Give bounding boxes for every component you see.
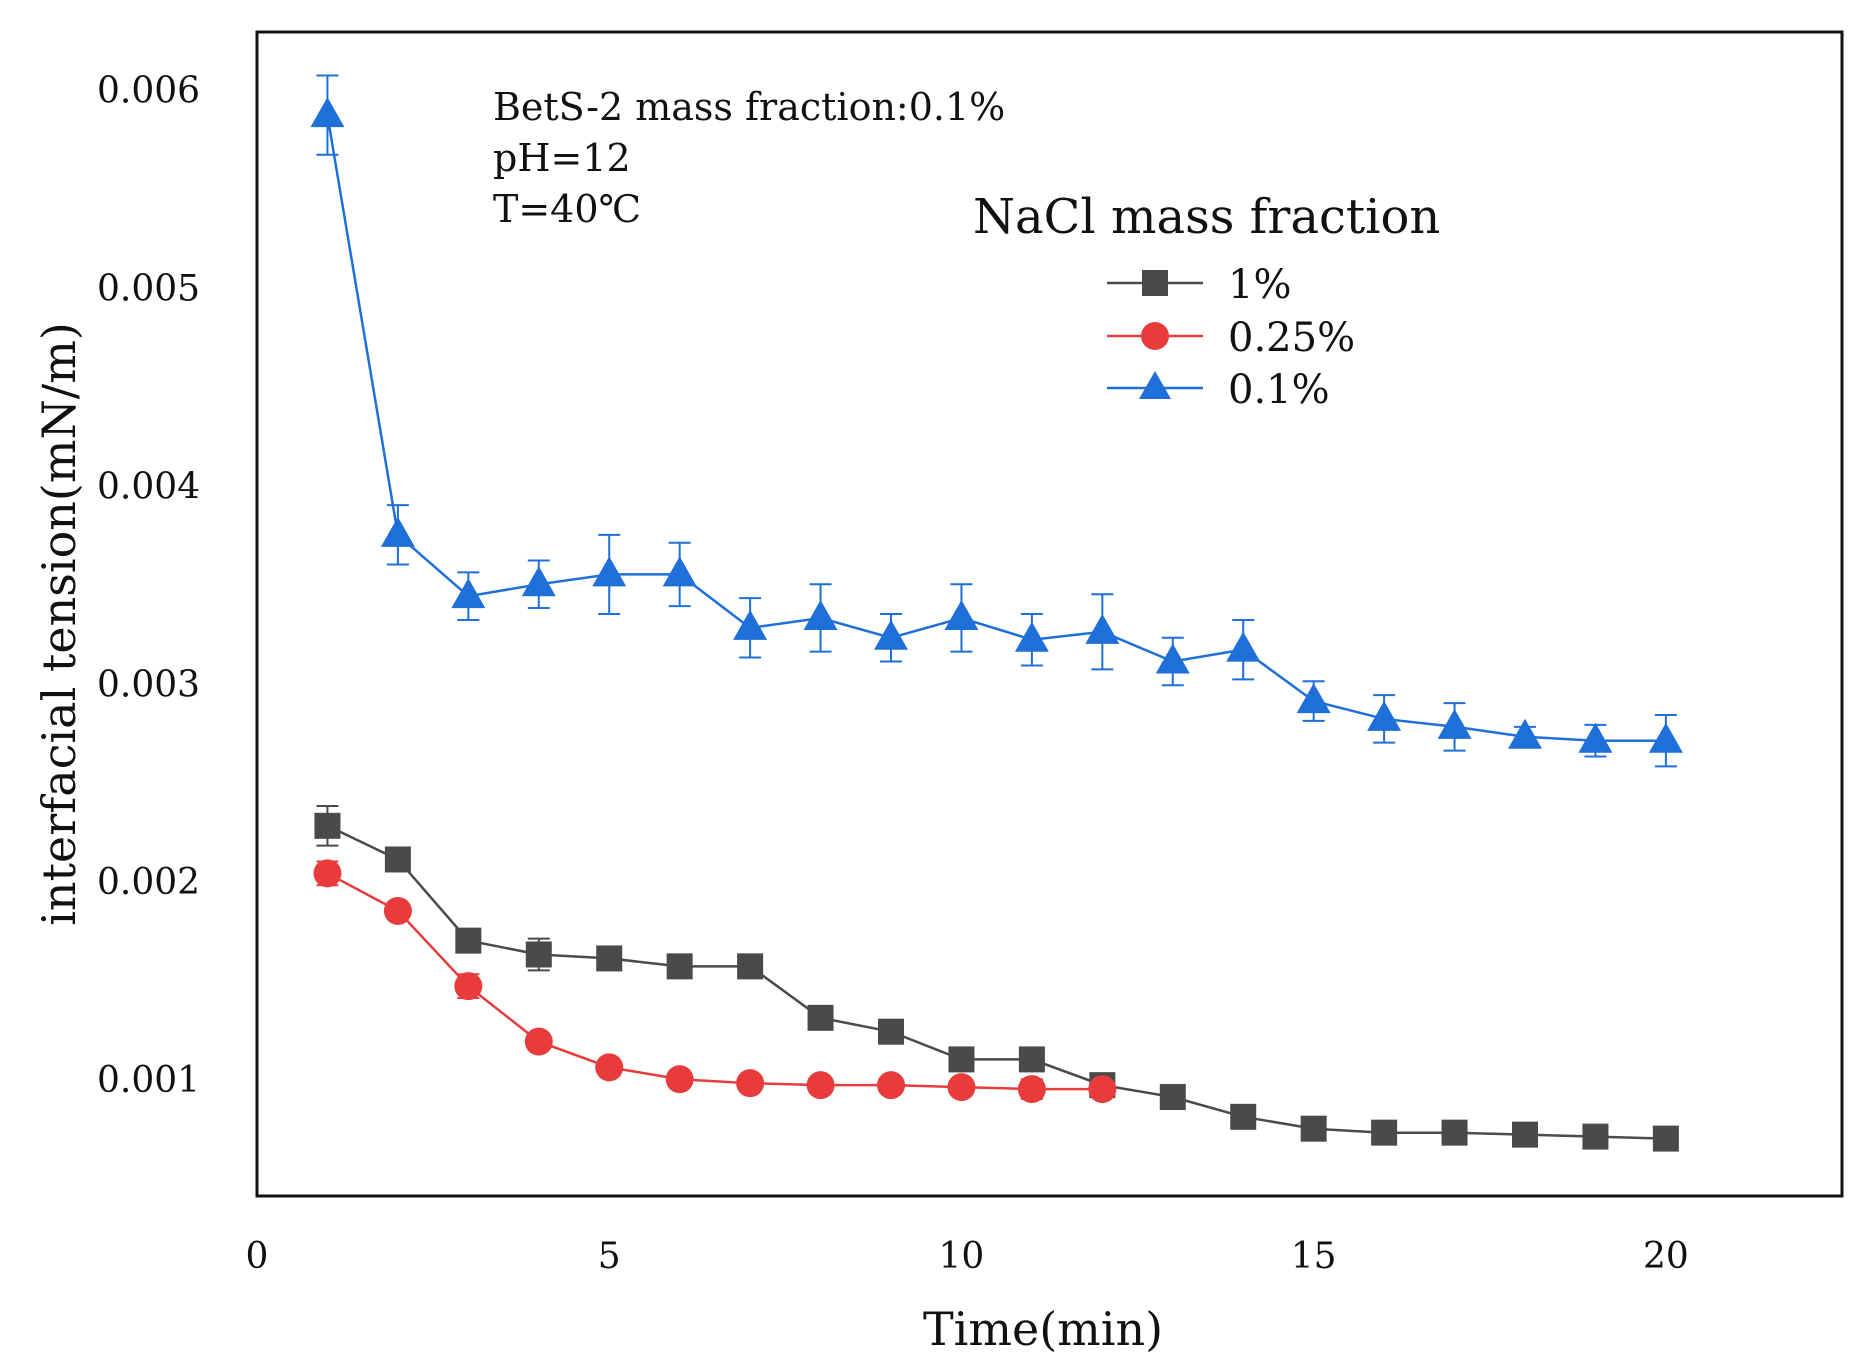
data-point xyxy=(384,846,411,873)
x-axis-title: Time(min) xyxy=(923,1302,1163,1356)
data-point xyxy=(1226,631,1261,662)
data-point xyxy=(313,859,342,888)
data-point xyxy=(1371,1119,1398,1146)
data-point xyxy=(451,578,486,609)
y-tick-label: 0.003 xyxy=(97,664,200,705)
data-point xyxy=(947,1073,976,1102)
legend-label-025pct: 0.25% xyxy=(1228,315,1355,361)
data-point xyxy=(592,556,627,587)
data-point xyxy=(666,953,693,980)
data-point xyxy=(1017,1075,1046,1104)
legend-marker-025pct xyxy=(1141,322,1169,350)
data-point xyxy=(1159,1084,1186,1111)
data-point xyxy=(807,1004,834,1031)
data-point xyxy=(662,556,697,587)
legend-marker-1pct xyxy=(1142,270,1168,296)
data-point xyxy=(1296,683,1331,714)
data-point xyxy=(1648,722,1683,753)
annotation-temperature: T=40℃ xyxy=(493,187,641,231)
legend-marker-01pct xyxy=(1139,371,1171,399)
data-point xyxy=(1088,1075,1117,1104)
y-tick-label: 0.004 xyxy=(97,466,200,507)
data-point xyxy=(1367,700,1402,731)
legend-label-01pct: 0.1% xyxy=(1228,367,1330,413)
data-point xyxy=(521,566,556,597)
data-point xyxy=(1652,1125,1679,1152)
data-point xyxy=(1582,1123,1609,1150)
data-point xyxy=(665,1065,694,1094)
x-tick-label: 5 xyxy=(598,1236,621,1277)
x-axis: 0 5 10 15 20 xyxy=(246,1236,1689,1277)
legend: NaCl mass fraction 1% 0.25% 0.1% xyxy=(973,189,1440,413)
y-tick-label: 0.001 xyxy=(97,1060,200,1101)
data-point xyxy=(944,599,979,630)
data-point xyxy=(736,1069,765,1098)
x-tick-label: 20 xyxy=(1643,1236,1689,1277)
y-tick-label: 0.006 xyxy=(97,70,200,111)
data-point xyxy=(383,896,412,925)
data-point xyxy=(948,1046,975,1073)
data-point xyxy=(595,1053,624,1082)
data-point xyxy=(803,599,838,630)
data-point xyxy=(806,1071,835,1100)
data-point xyxy=(1508,718,1542,749)
annotation-ph: pH=12 xyxy=(493,136,631,180)
data-point xyxy=(1578,722,1613,753)
data-point xyxy=(1230,1103,1257,1130)
data-point xyxy=(310,97,345,128)
data-point xyxy=(1300,1115,1327,1142)
data-point xyxy=(525,941,552,968)
annotation-surfactant: BetS-2 mass fraction:0.1% xyxy=(493,85,1005,129)
series-025pct xyxy=(313,859,1117,1104)
data-point xyxy=(733,609,768,640)
data-point xyxy=(524,1027,553,1056)
data-point xyxy=(455,927,482,954)
data-point xyxy=(596,945,623,972)
data-point xyxy=(1441,1119,1468,1146)
data-point xyxy=(1155,643,1190,674)
y-axis: 0.001 0.002 0.003 0.004 0.005 0.006 xyxy=(97,70,200,1101)
x-tick-label: 15 xyxy=(1291,1236,1337,1277)
series-1pct xyxy=(314,805,1679,1152)
data-point xyxy=(877,1071,905,1100)
y-tick-label: 0.002 xyxy=(97,862,200,903)
plot-frame xyxy=(255,30,1844,1198)
y-axis-title: interfacial tension(mN/m) xyxy=(32,322,86,926)
x-tick-label: 10 xyxy=(939,1236,985,1277)
data-point xyxy=(1085,613,1120,644)
series-layer xyxy=(310,74,1683,1152)
data-point xyxy=(878,1018,904,1045)
legend-title: NaCl mass fraction xyxy=(973,189,1440,245)
data-point xyxy=(1014,621,1049,652)
x-tick-label: 0 xyxy=(246,1236,269,1277)
series-line-01pct xyxy=(326,114,1666,742)
data-point xyxy=(454,972,483,1001)
data-point xyxy=(737,953,764,980)
legend-label-1pct: 1% xyxy=(1228,262,1291,308)
data-point xyxy=(874,619,908,650)
series-01pct xyxy=(310,74,1683,768)
data-point xyxy=(314,812,341,839)
y-tick-label: 0.005 xyxy=(97,268,200,309)
data-point xyxy=(1018,1046,1045,1073)
data-point xyxy=(1512,1121,1538,1148)
data-point xyxy=(380,516,415,547)
data-point xyxy=(1437,708,1472,739)
